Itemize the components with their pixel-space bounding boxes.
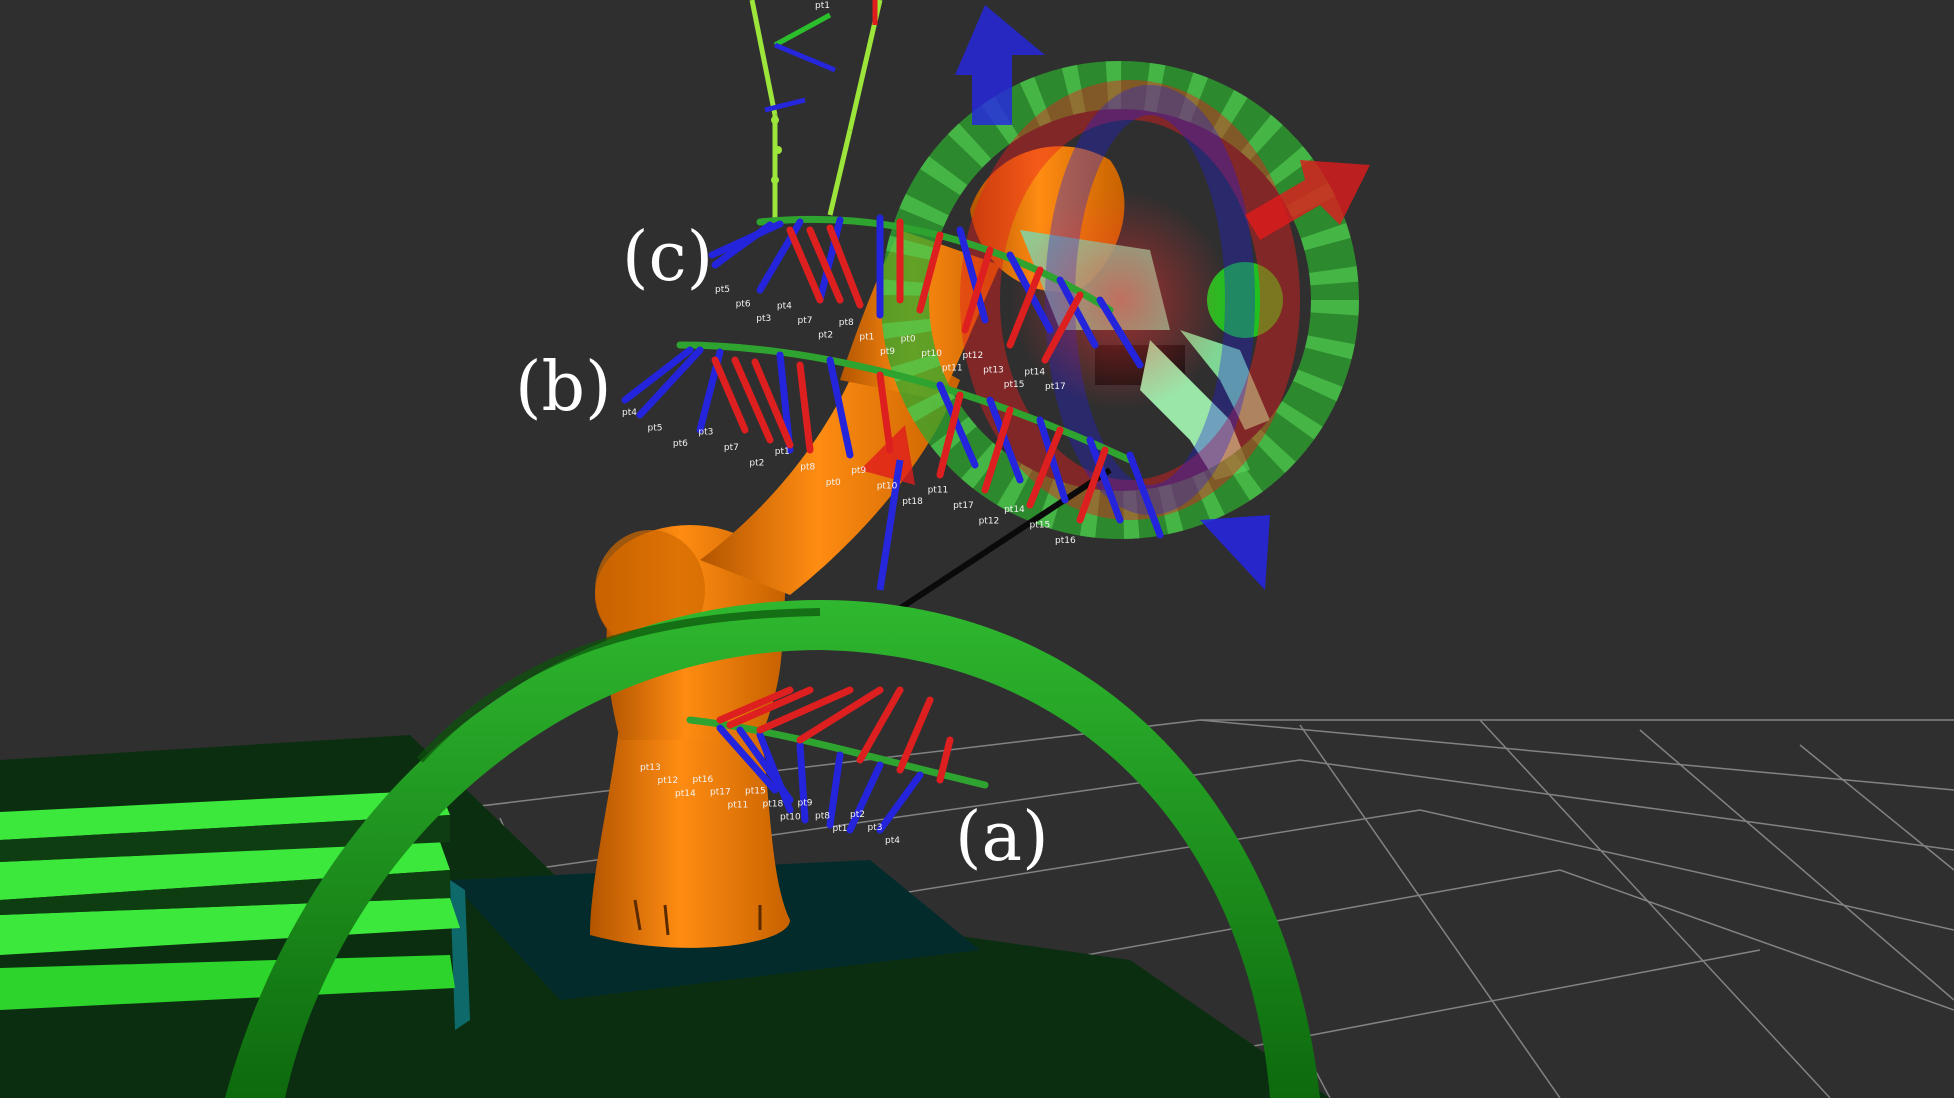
green-stripes <box>0 790 460 1010</box>
frame-label: pt0 <box>826 478 841 488</box>
frame-label: pt12 <box>658 776 679 786</box>
frame-label: pt9 <box>880 347 895 357</box>
frame-label: pt0 <box>901 335 916 345</box>
frame-label: pt5 <box>648 424 663 434</box>
frame-label: pt12 <box>979 517 1000 527</box>
frame-label: pt17 <box>710 788 731 798</box>
frame-label: pt13 <box>640 763 661 773</box>
frame-label: pt3 <box>868 823 883 833</box>
frame-label: pt1 <box>859 333 874 343</box>
frame-label: pt8 <box>815 811 830 821</box>
frame-label: pt10 <box>921 349 942 359</box>
frame-label: pt12 <box>963 351 984 361</box>
annotation-a: (a) <box>955 798 1049 877</box>
frame-label: pt15 <box>745 787 766 797</box>
frame-label: pt9 <box>851 466 866 476</box>
frame-label: pt8 <box>839 318 854 328</box>
frame-labels: pt1 pt5pt6pt3pt4pt7pt2pt8pt1pt9pt0pt10pt… <box>622 1 1076 846</box>
frame-label: pt13 <box>983 366 1004 376</box>
waypoint-fan-b <box>621 341 1164 539</box>
frame-label: pt4 <box>622 408 637 418</box>
x-arrow[interactable] <box>1245 160 1370 240</box>
frame-label: pt1 <box>833 824 848 834</box>
frame-label: pt11 <box>928 486 949 496</box>
frame-label: pt3 <box>698 427 713 437</box>
z-arrow-up[interactable] <box>955 5 1045 125</box>
frame-label: pt18 <box>763 800 784 810</box>
frame-label: pt14 <box>1004 505 1025 515</box>
frame-label: pt4 <box>777 302 792 312</box>
frame-label: pt18 <box>902 497 923 507</box>
frame-label: pt14 <box>675 789 696 799</box>
waypoint-fan-a <box>686 686 989 834</box>
frame-label: pt8 <box>800 462 815 472</box>
frame-label: pt6 <box>736 300 751 310</box>
frame-label: pt1 <box>815 1 830 11</box>
annotation-b: (b) <box>515 348 612 427</box>
frame-label: pt2 <box>850 810 865 820</box>
frame-label: pt16 <box>693 775 714 785</box>
frame-label: pt10 <box>780 812 801 822</box>
green-arch <box>225 600 1320 1098</box>
frame-label: pt11 <box>728 801 749 811</box>
frame-label: pt3 <box>756 314 771 324</box>
waypoint-fan-c <box>708 214 1144 369</box>
frame-label: pt5 <box>715 285 730 295</box>
frame-label: pt17 <box>953 501 974 511</box>
frame-label: pt7 <box>724 443 739 453</box>
frame-label: pt15 <box>1030 521 1051 531</box>
trajectory-lines <box>749 0 1112 618</box>
frame-label: pt11 <box>942 364 963 374</box>
frame-label: pt2 <box>818 331 833 341</box>
frame-label: pt1 <box>775 447 790 457</box>
frame-label: pt14 <box>1024 368 1045 378</box>
frame-label: pt9 <box>798 798 813 808</box>
frame-label: pt4 <box>885 836 900 846</box>
frame-label: pt16 <box>1055 536 1076 546</box>
frame-label: pt17 <box>1045 382 1066 392</box>
z-arrow-down[interactable] <box>1200 515 1270 590</box>
frame-label: pt2 <box>749 458 764 468</box>
frame-label: pt7 <box>798 316 813 326</box>
frame-label: pt6 <box>673 439 688 449</box>
frame-label: pt10 <box>877 482 898 492</box>
frame-label: pt15 <box>1004 380 1025 390</box>
annotation-c: (c) <box>622 218 713 297</box>
